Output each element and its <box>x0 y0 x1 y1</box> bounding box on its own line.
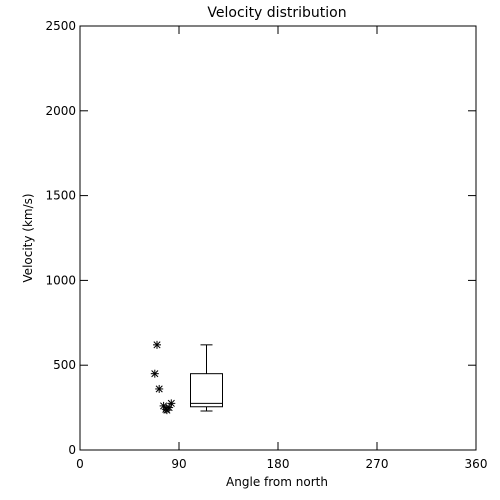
x-axis: 0 90 180 270 360 <box>76 26 487 471</box>
data-point <box>155 384 164 393</box>
scatter-points <box>150 340 176 415</box>
y-tick-label: 1500 <box>45 189 76 203</box>
x-tick-label: 270 <box>366 457 389 471</box>
y-axis-title: Velocity (km/s) <box>21 193 35 282</box>
y-tick-label: 2000 <box>45 104 76 118</box>
x-tick-label: 360 <box>465 457 488 471</box>
x-tick-label: 0 <box>76 457 84 471</box>
y-tick-label: 2500 <box>45 19 76 33</box>
y-axis: 0 500 1000 1500 2000 2500 <box>45 19 476 457</box>
data-point <box>167 399 176 408</box>
chart-title: Velocity distribution <box>207 5 346 21</box>
data-point <box>165 403 174 412</box>
y-tick-label: 1000 <box>45 273 76 287</box>
x-axis-title: Angle from north <box>226 475 328 489</box>
y-tick-label: 500 <box>53 358 76 372</box>
x-tick-label: 180 <box>267 457 290 471</box>
box-iqr <box>190 373 223 408</box>
data-point <box>153 340 161 349</box>
y-tick-label: 0 <box>68 443 76 457</box>
data-point <box>150 369 159 378</box>
x-tick-label: 90 <box>171 457 186 471</box>
box-plot <box>190 344 223 412</box>
plot-frame <box>79 25 477 451</box>
